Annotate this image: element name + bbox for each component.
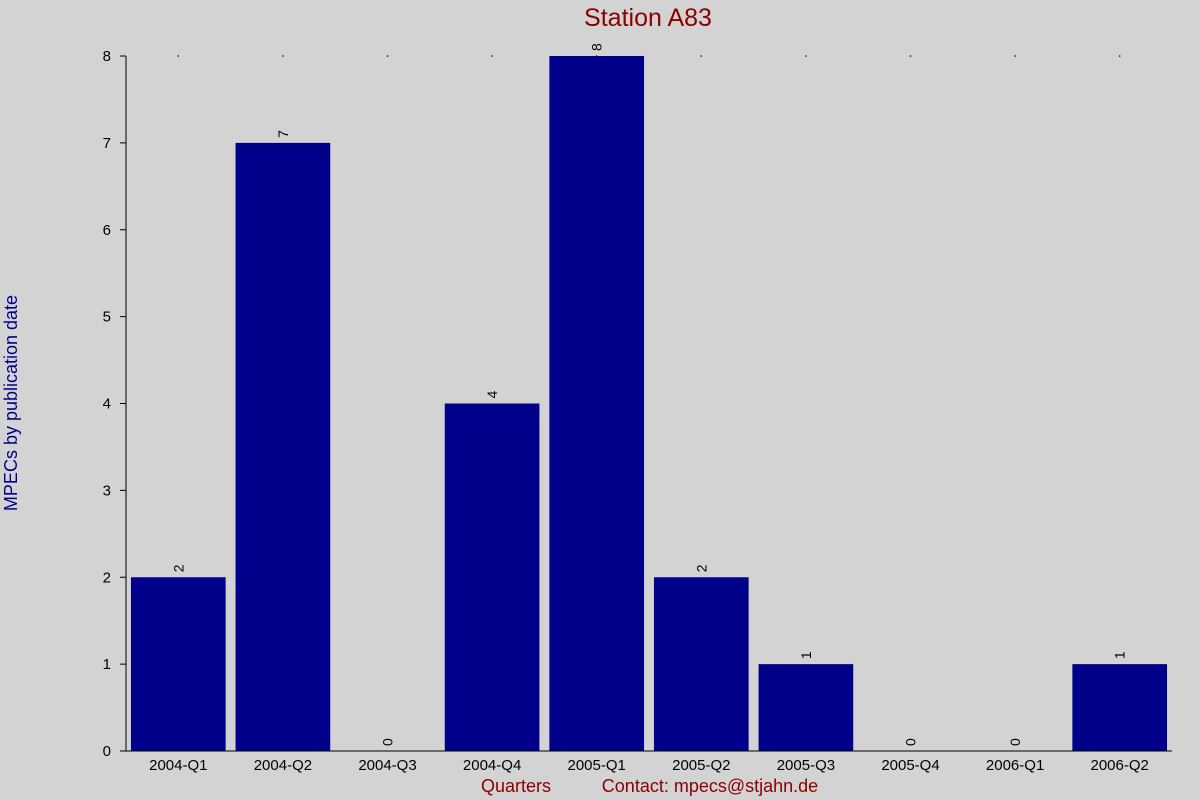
value-label-2004-Q1: 2 xyxy=(170,564,186,572)
bar-2004-Q2 xyxy=(235,142,331,752)
bar-2005-Q1 xyxy=(549,56,645,751)
y-tick-label-8: 8 xyxy=(103,48,111,65)
y-tick-label-4: 4 xyxy=(103,396,111,413)
top-dot-2005-Q4 xyxy=(909,55,912,57)
y-tick-label-1: 1 xyxy=(103,656,111,673)
x-tick-label-2004-Q1: 2004-Q1 xyxy=(149,757,207,774)
chart-title: Station A83 xyxy=(584,4,712,32)
x-tick-label-2005-Q3: 2005-Q3 xyxy=(777,757,835,774)
top-dot-2006-Q1 xyxy=(1014,55,1016,57)
bar-2005-Q2 xyxy=(653,577,749,751)
value-labels-group: 2 7 0 4 8 2 1 0 0 1 xyxy=(170,43,1127,746)
top-dot-2004-Q2 xyxy=(282,55,284,57)
y-tick-label-6: 6 xyxy=(103,222,111,239)
x-tick-label-2006-Q2: 2006-Q2 xyxy=(1091,757,1149,774)
x-tick-label-2004-Q4: 2004-Q4 xyxy=(463,757,521,774)
value-label-2004-Q3: 0 xyxy=(380,738,396,746)
top-dot-2004-Q3 xyxy=(386,55,389,57)
top-dot-2006-Q2 xyxy=(1118,55,1121,57)
y-ticks-group: 0 1 2 3 4 5 6 7 8 xyxy=(103,48,126,760)
contact-text: Contact: mpecs@stjahn.de xyxy=(602,776,818,796)
value-label-2005-Q2: 2 xyxy=(693,564,709,572)
y-tick-label-7: 7 xyxy=(103,135,111,152)
top-dots-group xyxy=(177,55,1121,57)
x-axis-label: Quarters xyxy=(481,776,551,796)
value-label-2005-Q4: 0 xyxy=(903,738,919,746)
x-tick-label-2006-Q1: 2006-Q1 xyxy=(986,757,1044,774)
value-label-2005-Q3: 1 xyxy=(798,651,814,659)
value-label-2006-Q2: 1 xyxy=(1112,651,1128,659)
bars-group xyxy=(130,56,1168,752)
x-tick-label-2005-Q2: 2005-Q2 xyxy=(672,757,730,774)
bar-2005-Q3 xyxy=(758,664,854,752)
top-dot-2004-Q1 xyxy=(177,55,180,57)
value-label-2005-Q1: 8 xyxy=(589,43,605,51)
value-label-2004-Q2: 7 xyxy=(275,130,291,138)
x-tick-label-2004-Q2: 2004-Q2 xyxy=(254,757,312,774)
y-tick-label-5: 5 xyxy=(103,309,111,326)
x-tick-label-2005-Q1: 2005-Q1 xyxy=(568,757,626,774)
top-dot-2005-Q2 xyxy=(700,55,703,57)
top-dot-2005-Q1 xyxy=(595,55,598,57)
value-label-2006-Q1: 0 xyxy=(1007,738,1023,746)
top-dot-2005-Q3 xyxy=(805,55,807,57)
y-tick-label-2: 2 xyxy=(103,569,111,586)
y-tick-label-3: 3 xyxy=(103,482,111,499)
x-ticks-group: 2004-Q1 2004-Q2 2004-Q3 2004-Q4 2005-Q1 2005-… xyxy=(149,757,1149,774)
y-tick-label-0: 0 xyxy=(103,743,111,760)
x-tick-label-2005-Q4: 2005-Q4 xyxy=(881,757,939,774)
bar-2006-Q2 xyxy=(1072,664,1168,752)
x-tick-label-2004-Q3: 2004-Q3 xyxy=(358,757,416,774)
bar-2004-Q4 xyxy=(444,403,540,751)
top-dot-2004-Q4 xyxy=(491,55,493,57)
value-label-2004-Q4: 4 xyxy=(484,391,500,399)
y-axis-label: MPECs by publication date xyxy=(1,295,21,511)
bar-2004-Q1 xyxy=(130,577,226,751)
